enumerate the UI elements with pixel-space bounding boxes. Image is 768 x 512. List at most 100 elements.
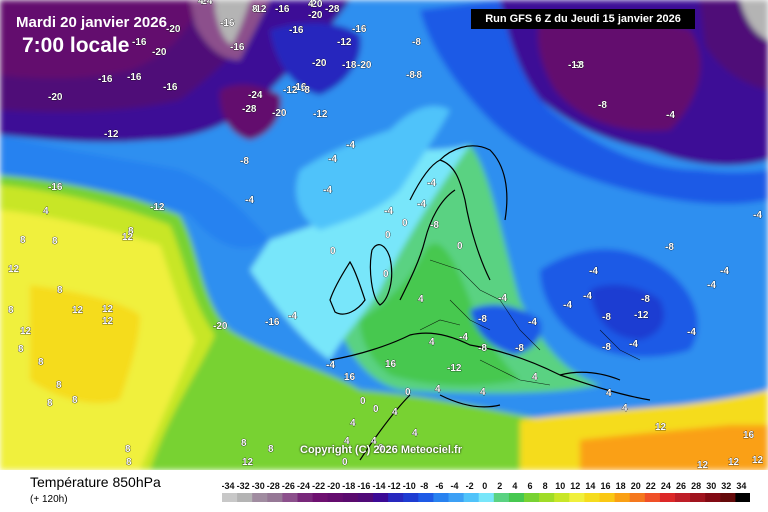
isotherm-label: 8 — [56, 380, 62, 391]
isotherm-label: 0 — [385, 230, 391, 241]
scale-label: -20 — [327, 481, 340, 491]
isotherm-label: -4 — [528, 317, 537, 328]
isotherm-label: 8 — [47, 398, 53, 409]
run-info-badge: Run GFS 6 Z du Jeudi 15 janvier 2026 — [471, 9, 695, 29]
scale-label: -32 — [237, 481, 250, 491]
scale-label: 18 — [616, 481, 626, 491]
isotherm-label: 0 — [378, 443, 384, 454]
scale-swatch — [237, 493, 253, 502]
isotherm-label: 8 — [252, 4, 258, 15]
legend-footer: Température 850hPa (+ 120h) -34 -32 -30 -28… — [0, 470, 768, 512]
borders — [419, 259, 641, 386]
isotherm-label: 12 — [697, 460, 709, 470]
isotherm-label: -20 — [48, 92, 63, 103]
temperature-field — [0, 0, 768, 470]
isotherm-label: -12 — [252, 4, 267, 15]
isotherm-label: -20 — [213, 321, 228, 332]
isotherm-label: 0 — [330, 246, 336, 257]
scale-label: 20 — [631, 481, 641, 491]
isotherm-label: -20 — [152, 47, 167, 58]
scale-label: 28 — [691, 481, 701, 491]
scale-label: -14 — [372, 481, 385, 491]
scale-swatch — [629, 493, 646, 502]
scale-swatch — [403, 493, 419, 502]
isotherm-label: 4 — [418, 294, 424, 305]
isotherm-label: 12 — [8, 264, 20, 275]
isotherm-label: 0 — [457, 241, 463, 252]
isotherm-label: -12 — [447, 363, 462, 374]
isotherm-label: 12 — [655, 422, 667, 433]
isotherm-label: 8 — [8, 305, 14, 316]
isotherm-label: 4 — [308, 0, 314, 10]
isotherm-label: 8 — [52, 236, 58, 247]
isotherm-label: -16 — [275, 4, 290, 15]
isotherm-label: -16 — [132, 37, 147, 48]
scale-label: 8 — [543, 481, 548, 491]
isotherm-label: -4 — [563, 300, 572, 311]
isotherm-label: 4 — [350, 418, 356, 429]
isotherm-label: -16 — [289, 25, 304, 36]
isotherm-label: -4 — [720, 266, 729, 277]
coastlines — [329, 145, 651, 461]
isotherm-label: 12 — [20, 326, 32, 337]
isotherm-label: 4 — [622, 403, 628, 414]
isotherm-label: 8 — [268, 444, 274, 455]
scale-label: -28 — [267, 481, 280, 491]
isotherm-label: -20 — [308, 0, 323, 10]
scale-swatch — [569, 493, 585, 502]
scale-swatch — [357, 493, 374, 502]
isotherm-label: -28 — [325, 4, 340, 15]
isotherm-label: 0 — [360, 396, 366, 407]
scale-swatch — [659, 493, 676, 502]
isotherm-label: -8 — [641, 294, 650, 305]
scale-swatch — [433, 493, 449, 502]
scale-label: -6 — [435, 481, 443, 491]
isotherm-label: 12 — [102, 304, 114, 315]
isotherm-label: -20 — [312, 58, 327, 69]
scale-label: -18 — [342, 481, 355, 491]
isotherm-label: 8 — [18, 344, 24, 355]
legend-title: Température 850hPa — [30, 474, 161, 490]
isotherm-label: -4 — [583, 291, 592, 302]
copyright-text: Copyright (C) 2026 Meteociel.fr — [300, 444, 462, 456]
isotherm-label: -4 — [707, 280, 716, 291]
scale-swatch — [705, 493, 721, 502]
isotherm-label: -8 — [406, 70, 415, 81]
isotherm-label: 0 — [405, 387, 411, 398]
scale-label: -16 — [357, 481, 370, 491]
isotherm-label: -4 — [687, 327, 696, 338]
scale-swatch — [554, 493, 570, 502]
isotherm-label: 12 — [752, 455, 764, 466]
scale-label: -30 — [252, 481, 265, 491]
scale-label: 22 — [646, 481, 656, 491]
isotherm-label: -20 — [308, 10, 323, 21]
scale-label: 14 — [585, 481, 595, 491]
isotherm-label: -12 — [150, 202, 165, 213]
scale-label: 2 — [497, 481, 502, 491]
isotherm-label: -8 — [413, 70, 422, 81]
isotherm-label: -16 — [98, 74, 113, 85]
scale-label: -10 — [403, 481, 416, 491]
isotherm-label: 0 — [373, 404, 379, 415]
isotherm-label: 4 — [344, 436, 350, 447]
isotherm-label: 12 — [102, 316, 114, 327]
scale-label: 24 — [661, 481, 671, 491]
isotherm-label: 8 — [38, 357, 44, 368]
isotherm-label: 8 — [20, 235, 26, 246]
isotherm-label: -4 — [589, 266, 598, 277]
isotherm-label: -16 — [163, 82, 178, 93]
legend-subtitle: (+ 120h) — [30, 494, 68, 505]
isotherm-labels: -24 -20-12 -16-20-28-16-20 -16-16 -16-20-16-… — [8, 0, 764, 470]
scale-swatch — [478, 493, 495, 502]
isotherm-label: -4 — [459, 332, 468, 343]
isotherm-label: 12 — [728, 457, 740, 468]
scale-label: 16 — [600, 481, 610, 491]
isotherm-label: -12 — [104, 129, 119, 140]
isotherm-label: -4 — [245, 195, 254, 206]
isotherm-label: 16 — [743, 430, 755, 441]
isotherm-label: -8 — [301, 85, 310, 96]
isotherm-label: -8 — [478, 343, 487, 354]
isotherm-label: -4 — [498, 293, 507, 304]
scale-swatch — [388, 493, 404, 502]
scale-swatch — [508, 493, 525, 502]
